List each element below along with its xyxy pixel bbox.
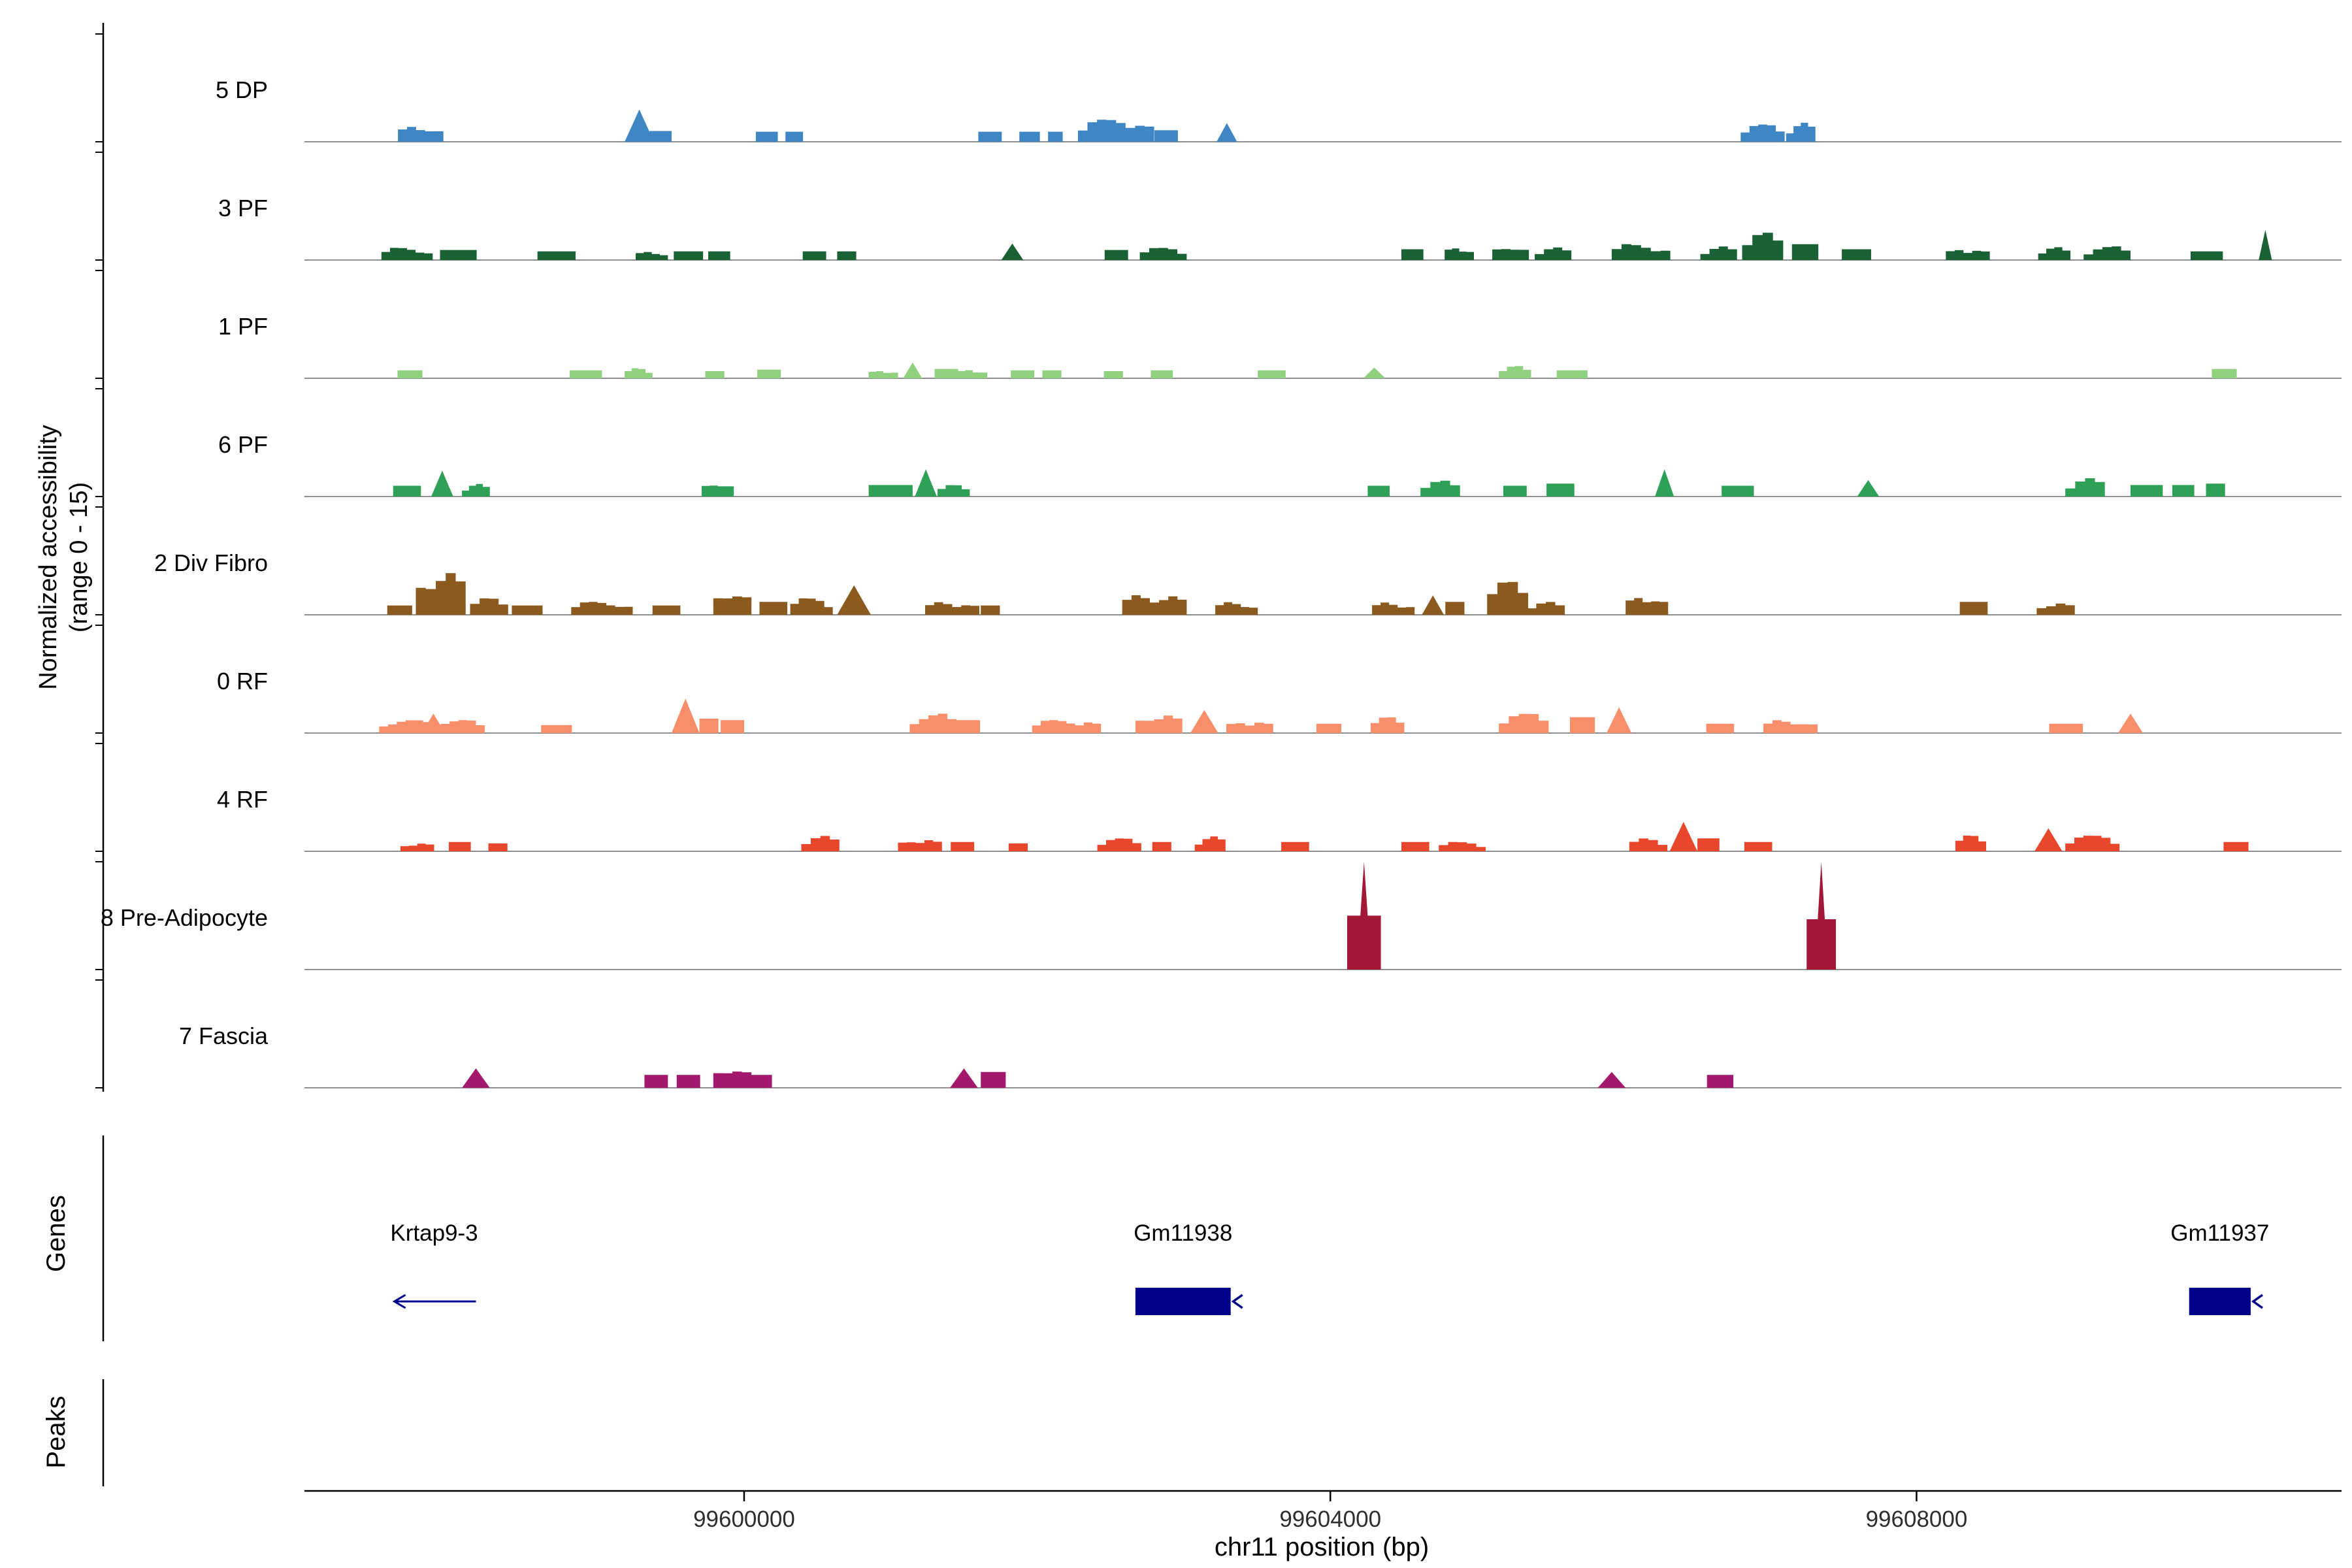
track-label-5-dp: 5 DP [215,76,268,103]
gene-strand-arrow-icon [1231,1294,1243,1309]
peaks-section-label: Peaks [41,1396,71,1469]
track-signal-5-dp [398,109,1816,142]
y-axis-label-line2: (range 0 - 15) [65,482,93,633]
track-label-2-div-fibro: 2 Div Fibro [154,549,268,576]
track-signal-8-pre-adipocyte [1347,862,1837,970]
gene-label-gm11937: Gm11937 [2170,1220,2270,1246]
track-label-3-pf: 3 PF [218,195,268,221]
y-axis-label-line1: Normalized accessibility [34,425,62,690]
x-tick-label-99600000: 99600000 [693,1507,795,1532]
x-axis-title: chr11 position (bp) [1214,1533,1429,1561]
track-label-8-pre-adipocyte: 8 Pre-Adipocyte [100,904,268,931]
track-signal-1-pf [397,362,2237,378]
gene-strand-arrow-icon [392,1294,406,1309]
track-signal-4-rf [400,821,2249,851]
track-signal-0-rf [379,698,2144,733]
genes-section-label: Genes [41,1195,71,1272]
track-label-4-rf: 4 RF [216,786,268,813]
y-axis-label: Normalized accessibility (range 0 - 15) [35,361,93,753]
track-signal-3-pf [381,229,2272,260]
track-label-1-pf: 1 PF [218,313,268,340]
track-signal-6-pf [393,469,2225,497]
gene-label-krtap9-3: Krtap9-3 [390,1220,478,1246]
x-tick-label-99604000: 99604000 [1279,1507,1382,1532]
track-label-0-rf: 0 RF [216,668,268,694]
track-label-6-pf: 6 PF [218,431,268,458]
gene-body-gm11937 [2189,1288,2251,1315]
x-tick-label-99608000: 99608000 [1865,1507,1968,1532]
track-signal-7-fascia [462,1068,1734,1088]
gene-body-gm11938 [1135,1288,1231,1315]
gene-label-gm11938: Gm11938 [1134,1220,1233,1246]
track-signal-2-div-fibro [387,573,2075,615]
gene-strand-arrow-icon [2251,1294,2263,1309]
track-label-7-fascia: 7 Fascia [178,1022,268,1049]
